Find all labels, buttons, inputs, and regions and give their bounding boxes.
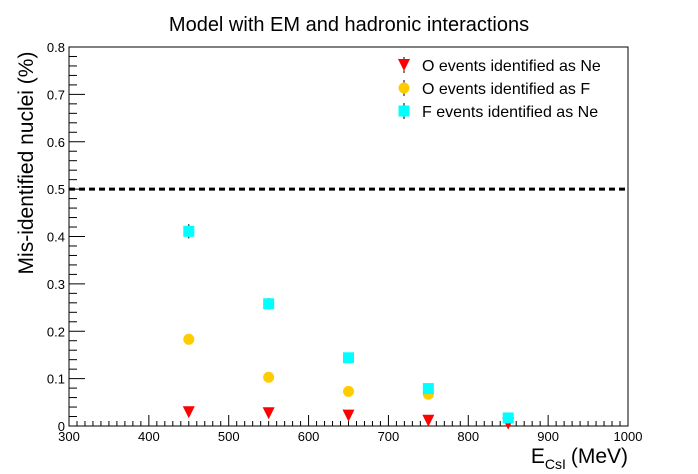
data-point [263, 371, 275, 383]
series-3 [183, 224, 514, 424]
legend: O events identified as Ne O events identi… [398, 57, 601, 121]
x-tick-label: 500 [218, 429, 240, 444]
series-1 [182, 406, 515, 430]
data-point [422, 383, 434, 395]
y-tick-label: 0.5 [47, 182, 65, 197]
legend-marker [398, 59, 410, 71]
y-tick-label: 0 [58, 419, 65, 434]
x-tick-label: 900 [537, 429, 559, 444]
data-point [182, 406, 195, 419]
data-point [183, 333, 195, 345]
x-tick-label: 700 [378, 429, 400, 444]
y-tick-label: 0.4 [47, 230, 65, 245]
x-axis-label: ECsI (MeV) [531, 445, 628, 472]
y-tick-label: 0.3 [47, 277, 65, 292]
y-tick-label: 0.8 [47, 40, 65, 55]
legend-label: O events identified as F [422, 81, 590, 98]
y-tick-label: 0.6 [47, 135, 65, 150]
x-axis-label-unit: (MeV) [571, 445, 628, 468]
series-2 [183, 333, 434, 400]
legend-marker [398, 105, 410, 117]
data-point [342, 409, 355, 422]
data-point [262, 407, 275, 420]
x-tick-label: 1000 [614, 429, 643, 444]
data-point [183, 225, 195, 237]
x-tick-label: 400 [138, 429, 160, 444]
data-point [343, 385, 354, 397]
y-axis-label: Mis-identified nuclei (%) [15, 52, 38, 275]
data-point [343, 352, 354, 364]
data-point [422, 414, 435, 427]
legend-marker [398, 82, 410, 94]
y-tick-label: 0.1 [47, 372, 65, 387]
x-axis-label-main: E [531, 445, 545, 468]
x-tick-label: 800 [457, 429, 479, 444]
legend-label: O events identified as Ne [422, 58, 601, 75]
data-point [263, 298, 275, 310]
data-points [182, 224, 515, 430]
chart-title: Model with EM and hadronic interactions [169, 14, 529, 36]
y-tick-label: 0.7 [47, 87, 65, 102]
x-tick-label: 300 [58, 429, 80, 444]
data-point [502, 412, 514, 424]
x-tick-label: 600 [298, 429, 320, 444]
axes: 300 400 500 600 700 800 900 1000 0 0.1 0.2 0.3 0.4 0.… [47, 40, 643, 444]
x-axis-label-subscript: CsI [545, 456, 566, 472]
y-tick-label: 0.2 [47, 324, 65, 339]
legend-label: F events identified as Ne [422, 104, 598, 121]
